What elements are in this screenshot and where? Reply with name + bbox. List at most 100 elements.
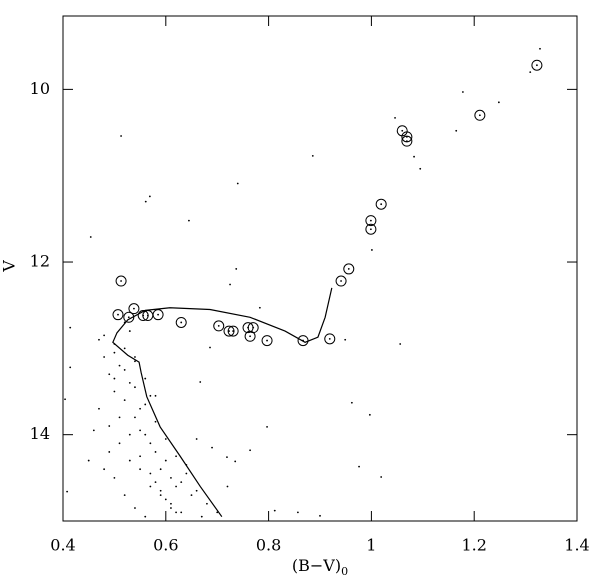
field-star (149, 472, 152, 475)
circled-star (128, 303, 140, 315)
field-star (226, 456, 228, 459)
circled-star (324, 333, 336, 345)
field-star (159, 489, 162, 492)
circled-star (227, 325, 239, 337)
field-star (273, 509, 276, 512)
field-star (108, 451, 111, 453)
field-star (358, 465, 360, 468)
field-star (229, 283, 231, 286)
field-star (266, 426, 268, 428)
field-star (144, 200, 147, 203)
field-star (139, 455, 142, 458)
field-star (164, 459, 167, 462)
field-star (539, 47, 541, 50)
field-star (190, 494, 193, 497)
field-star (368, 413, 371, 416)
field-star (118, 416, 121, 419)
field-star (144, 433, 147, 436)
field-star (113, 390, 116, 393)
circled-star-center (120, 280, 122, 282)
field-star (64, 398, 66, 401)
circled-star-center (369, 219, 372, 222)
x-axis-label-main: (B−V) (292, 556, 341, 575)
field-star (188, 219, 190, 222)
field-star (185, 472, 188, 475)
circled-star-center (252, 326, 255, 329)
circled-star-center (180, 321, 183, 324)
isochrone-line (112, 287, 333, 518)
circled-star (175, 316, 187, 328)
field-star (180, 511, 183, 514)
circled-star (401, 135, 413, 147)
circled-star-center (133, 307, 135, 310)
field-star (123, 347, 126, 350)
circled-star-center (369, 228, 372, 231)
field-star (311, 154, 314, 157)
field-star (87, 459, 90, 462)
field-star (113, 351, 116, 354)
field-star (134, 416, 136, 419)
y-tick-label: 12 (30, 252, 50, 271)
x-axis-label-subscript: 0 (341, 565, 348, 578)
circled-star (112, 309, 124, 321)
field-star (419, 167, 422, 170)
field-star (123, 399, 126, 402)
field-star (144, 403, 147, 406)
circled-star-center (157, 313, 159, 316)
field-star (170, 502, 172, 505)
field-star (164, 438, 167, 440)
circled-star (343, 263, 355, 275)
circled-star-center (232, 330, 235, 332)
x-tick-label: 1.4 (564, 536, 589, 555)
circled-star-center (478, 114, 481, 117)
field-star (92, 429, 95, 432)
circled-star-center (405, 140, 408, 143)
circled-star-center (536, 64, 538, 67)
field-star (149, 485, 152, 488)
field-star (118, 364, 121, 367)
field-star (154, 481, 157, 484)
field-star (69, 366, 72, 369)
circled-star (115, 275, 127, 287)
circled-star (531, 59, 543, 71)
field-star (154, 394, 157, 397)
field-star (236, 182, 239, 185)
field-star (159, 494, 162, 497)
circled-star-center (217, 325, 220, 327)
field-star (128, 330, 131, 332)
field-star (164, 498, 167, 501)
field-star (319, 514, 321, 517)
field-star (497, 101, 500, 104)
field-star (413, 155, 415, 158)
field-star (206, 502, 208, 505)
y-tick-label: 10 (30, 79, 50, 98)
field-star (154, 451, 157, 453)
field-star (98, 338, 100, 341)
field-star (170, 507, 172, 509)
field-star (144, 515, 147, 518)
circled-star (365, 215, 377, 227)
field-star (98, 407, 100, 410)
circled-star (213, 320, 225, 332)
field-star (113, 377, 116, 380)
x-tick-label: 1 (366, 536, 376, 555)
field-star (103, 334, 106, 337)
field-star (529, 71, 532, 74)
circled-star-center (266, 339, 268, 342)
field-star (195, 438, 198, 440)
field-star (144, 377, 147, 380)
circled-star-center (127, 316, 130, 319)
field-star (123, 369, 126, 371)
field-star (175, 455, 177, 458)
x-tick-label: 0.8 (256, 536, 281, 555)
circled-star-center (117, 313, 119, 316)
field-star (235, 268, 238, 270)
circled-star-center (328, 337, 331, 340)
field-star (66, 490, 69, 493)
field-star (199, 381, 202, 383)
field-star (120, 135, 122, 137)
circled-star-center (401, 129, 404, 132)
circled-star-center (380, 203, 383, 206)
field-star (139, 407, 142, 410)
